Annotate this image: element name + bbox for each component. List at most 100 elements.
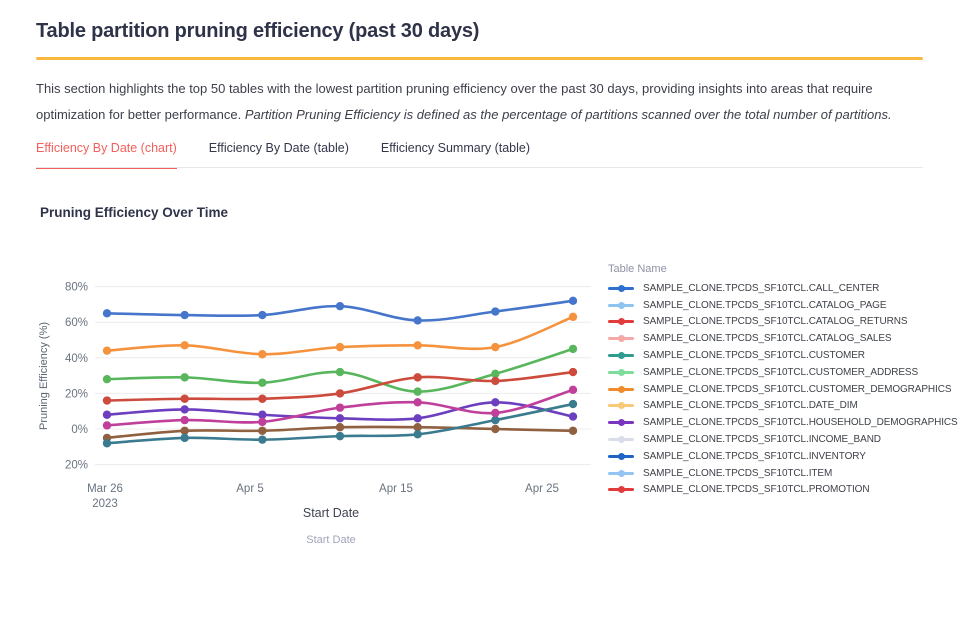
title-accent-rule (36, 57, 923, 60)
data-point[interactable] (568, 412, 578, 421)
data-point[interactable] (335, 389, 345, 398)
legend-item-label: SAMPLE_CLONE.TPCDS_SF10TCL.CUSTOMER (643, 350, 865, 362)
data-point[interactable] (568, 385, 578, 395)
data-point[interactable] (335, 414, 345, 423)
y-tick-label: 40% (65, 353, 88, 365)
data-point[interactable] (335, 301, 345, 311)
data-point[interactable] (258, 378, 267, 387)
data-point[interactable] (258, 417, 267, 427)
data-point[interactable] (102, 421, 112, 430)
data-point[interactable] (258, 310, 267, 320)
data-point[interactable] (102, 346, 112, 355)
legend-item-catalog-returns[interactable]: SAMPLE_CLONE.TPCDS_SF10TCL.CATALOG_RETUR… (608, 314, 958, 331)
legend-item-label: SAMPLE_CLONE.TPCDS_SF10TCL.HOUSEHOLD_DEM… (643, 417, 958, 429)
data-point[interactable] (491, 307, 500, 316)
y-tick-label: 20% (65, 460, 88, 472)
series-unlabeled-magenta-series (102, 385, 578, 430)
tab-efficiency-by-date-chart[interactable]: Efficiency By Date (chart) (36, 141, 177, 169)
section-description: This section highlights the top 50 table… (36, 76, 932, 128)
data-point[interactable] (413, 387, 422, 396)
legend-line-dot-icon (608, 284, 634, 292)
legend-item-promotion[interactable]: SAMPLE_CLONE.TPCDS_SF10TCL.PROMOTION (608, 482, 958, 499)
data-point[interactable] (258, 426, 267, 435)
data-point[interactable] (180, 341, 189, 350)
legend-item-customer-address[interactable]: SAMPLE_CLONE.TPCDS_SF10TCL.CUSTOMER_ADDR… (608, 364, 958, 381)
data-point[interactable] (491, 376, 500, 386)
legend-line-dot-icon (608, 385, 634, 393)
tab-bar: Efficiency By Date (chart) Efficiency By … (36, 141, 530, 169)
data-point[interactable] (258, 350, 267, 359)
legend-item-customer[interactable]: SAMPLE_CLONE.TPCDS_SF10TCL.CUSTOMER (608, 347, 958, 364)
data-point[interactable] (180, 394, 189, 403)
legend-line-dot-icon (608, 402, 634, 410)
data-point[interactable] (180, 433, 189, 443)
data-point[interactable] (413, 423, 422, 432)
data-point[interactable] (491, 415, 500, 425)
chart-title: Pruning Efficiency Over Time (40, 205, 229, 220)
series-household-demographics (102, 398, 578, 423)
data-point[interactable] (568, 399, 578, 409)
legend-item-label: SAMPLE_CLONE.TPCDS_SF10TCL.CUSTOMER_DEMO… (643, 383, 952, 395)
chart-legend: Table Name SAMPLE_CLONE.TPCDS_SF10TCL.CA… (608, 263, 958, 498)
data-point[interactable] (491, 369, 500, 379)
data-point[interactable] (413, 414, 422, 423)
data-point[interactable] (568, 367, 578, 377)
data-point[interactable] (491, 424, 500, 434)
x-tick-label: Mar 26 (87, 483, 123, 495)
legend-item-household-demographics[interactable]: SAMPLE_CLONE.TPCDS_SF10TCL.HOUSEHOLD_DEM… (608, 414, 958, 431)
data-point[interactable] (102, 439, 112, 448)
data-point[interactable] (335, 403, 345, 412)
series-customer-demographics (102, 312, 578, 359)
tab-efficiency-by-date-table[interactable]: Efficiency By Date (table) (208, 141, 349, 155)
data-point[interactable] (180, 426, 189, 435)
x-tick-label: 2023 (92, 498, 118, 510)
data-point[interactable] (568, 312, 578, 322)
series-unlabeled-brown-series (102, 423, 578, 443)
data-point[interactable] (180, 405, 189, 414)
data-point[interactable] (335, 342, 345, 352)
data-point[interactable] (413, 398, 422, 407)
data-point[interactable] (180, 415, 189, 425)
data-point[interactable] (491, 342, 500, 352)
legend-item-catalog-sales[interactable]: SAMPLE_CLONE.TPCDS_SF10TCL.CATALOG_SALES (608, 330, 958, 347)
data-point[interactable] (102, 309, 112, 318)
legend-item-label: SAMPLE_CLONE.TPCDS_SF10TCL.CATALOG_SALES (643, 333, 892, 345)
data-point[interactable] (102, 396, 112, 405)
data-point[interactable] (491, 398, 500, 407)
data-point[interactable] (258, 394, 267, 403)
legend-line-dot-icon (608, 301, 634, 309)
data-point[interactable] (335, 423, 345, 432)
data-point[interactable] (102, 374, 112, 384)
data-point[interactable] (413, 341, 422, 350)
legend-title: Table Name (608, 263, 667, 275)
data-point[interactable] (568, 344, 578, 354)
data-point[interactable] (568, 426, 578, 435)
legend-item-customer-demographics[interactable]: SAMPLE_CLONE.TPCDS_SF10TCL.CUSTOMER_DEMO… (608, 381, 958, 398)
data-point[interactable] (258, 410, 267, 419)
data-point[interactable] (491, 408, 500, 418)
legend-item-call-center[interactable]: SAMPLE_CLONE.TPCDS_SF10TCL.CALL_CENTER (608, 280, 958, 297)
data-point[interactable] (568, 296, 578, 306)
legend-item-catalog-page[interactable]: SAMPLE_CLONE.TPCDS_SF10TCL.CATALOG_PAGE (608, 297, 958, 314)
data-point[interactable] (413, 316, 422, 325)
legend-item-item[interactable]: SAMPLE_CLONE.TPCDS_SF10TCL.ITEM (608, 465, 958, 482)
legend-item-income-band[interactable]: SAMPLE_CLONE.TPCDS_SF10TCL.INCOME_BAND (608, 431, 958, 448)
data-point[interactable] (335, 431, 345, 441)
x-tick-label: Apr 25 (525, 483, 559, 495)
data-point[interactable] (180, 310, 189, 320)
data-point[interactable] (180, 373, 189, 382)
data-point[interactable] (102, 410, 112, 419)
legend-line-dot-icon (608, 352, 634, 360)
legend-item-date-dim[interactable]: SAMPLE_CLONE.TPCDS_SF10TCL.DATE_DIM (608, 398, 958, 415)
tab-efficiency-summary-table[interactable]: Efficiency Summary (table) (380, 141, 531, 155)
efficiency-line-chart[interactable]: 80% 60% 40% 20% 0% 20% Pruning Efficiency (%) M… (0, 240, 959, 560)
legend-item-label: SAMPLE_CLONE.TPCDS_SF10TCL.INCOME_BAND (643, 434, 881, 446)
legend-item-label: SAMPLE_CLONE.TPCDS_SF10TCL.ITEM (643, 467, 833, 479)
legend-line-dot-icon (608, 318, 634, 326)
data-point[interactable] (413, 373, 422, 382)
data-point[interactable] (335, 367, 345, 377)
y-tick-label: 0% (71, 424, 88, 436)
data-point[interactable] (258, 435, 267, 444)
legend-item-inventory[interactable]: SAMPLE_CLONE.TPCDS_SF10TCL.INVENTORY (608, 448, 958, 465)
data-point[interactable] (413, 430, 422, 439)
